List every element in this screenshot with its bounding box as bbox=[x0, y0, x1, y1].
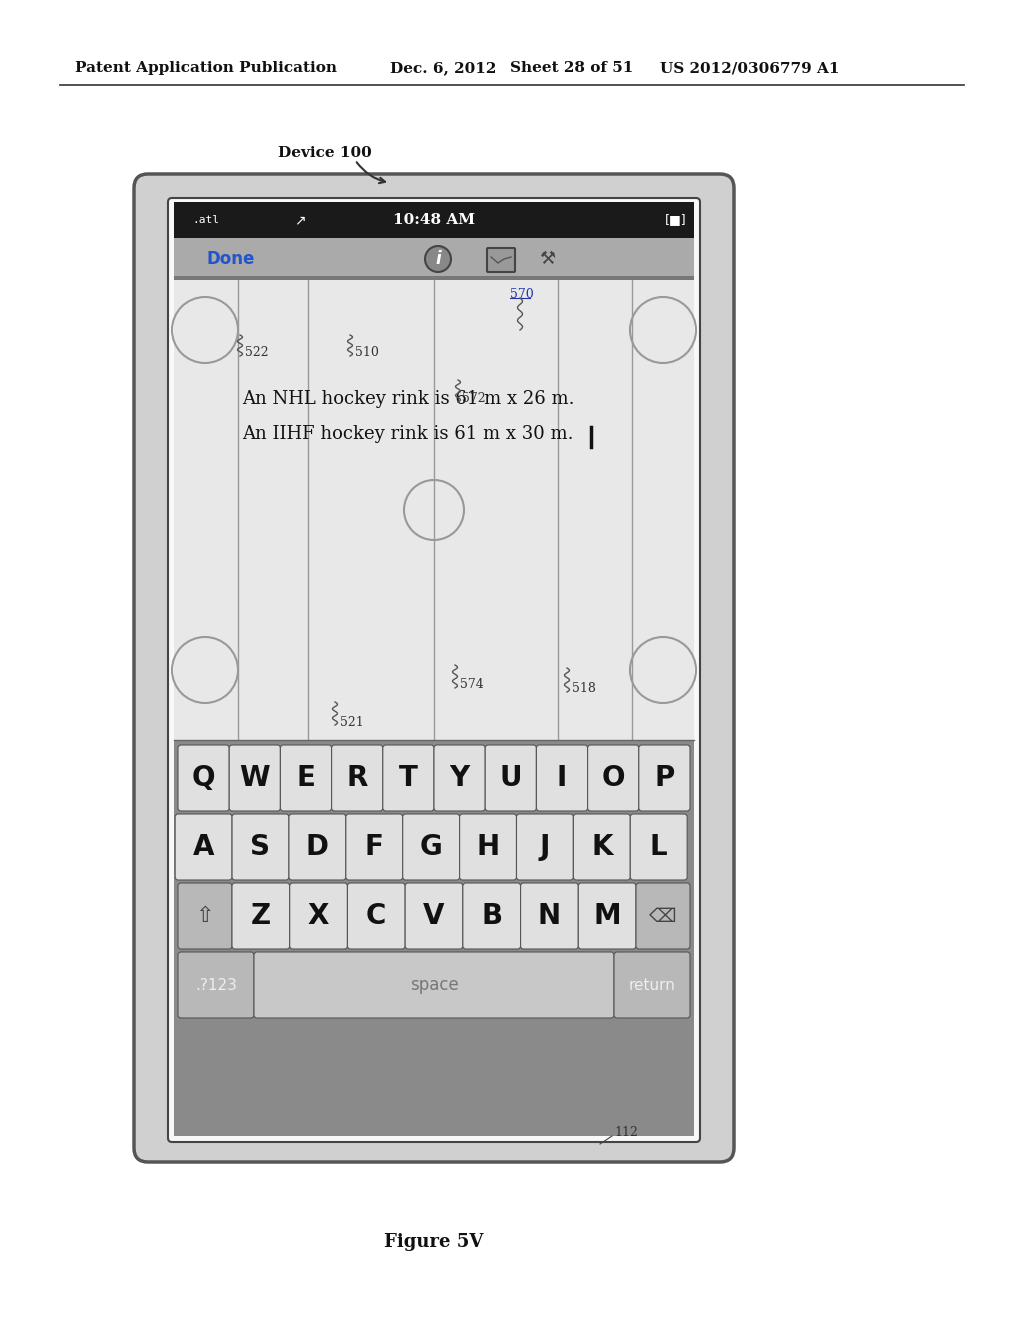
Circle shape bbox=[425, 246, 451, 272]
Text: O: O bbox=[601, 764, 625, 792]
Text: Z: Z bbox=[251, 902, 271, 931]
Text: V: V bbox=[423, 902, 444, 931]
Text: 570: 570 bbox=[510, 288, 534, 301]
FancyBboxPatch shape bbox=[639, 744, 690, 810]
Text: W: W bbox=[240, 764, 270, 792]
Text: N: N bbox=[538, 902, 561, 931]
FancyBboxPatch shape bbox=[402, 814, 460, 880]
FancyBboxPatch shape bbox=[487, 248, 515, 272]
FancyBboxPatch shape bbox=[332, 744, 383, 810]
Text: 10:48 AM: 10:48 AM bbox=[393, 213, 475, 227]
FancyBboxPatch shape bbox=[434, 744, 485, 810]
Text: An IIHF hockey rink is 61 m x 30 m.: An IIHF hockey rink is 61 m x 30 m. bbox=[242, 425, 573, 444]
Text: P: P bbox=[654, 764, 675, 792]
FancyBboxPatch shape bbox=[281, 744, 332, 810]
Text: return: return bbox=[629, 978, 676, 993]
Text: ↗: ↗ bbox=[294, 213, 306, 227]
FancyBboxPatch shape bbox=[178, 883, 232, 949]
Text: R: R bbox=[346, 764, 368, 792]
FancyBboxPatch shape bbox=[579, 883, 636, 949]
FancyBboxPatch shape bbox=[460, 814, 516, 880]
Text: US 2012/0306779 A1: US 2012/0306779 A1 bbox=[660, 61, 840, 75]
Text: .?123: .?123 bbox=[195, 978, 237, 993]
Text: 112: 112 bbox=[614, 1126, 638, 1139]
Text: .atl: .atl bbox=[193, 215, 219, 224]
FancyBboxPatch shape bbox=[630, 814, 687, 880]
FancyBboxPatch shape bbox=[254, 952, 614, 1018]
FancyBboxPatch shape bbox=[383, 744, 434, 810]
Bar bbox=[174, 276, 694, 280]
Text: Sheet 28 of 51: Sheet 28 of 51 bbox=[510, 61, 634, 75]
FancyBboxPatch shape bbox=[537, 744, 588, 810]
Text: J: J bbox=[540, 833, 550, 861]
Text: 518: 518 bbox=[572, 681, 596, 694]
FancyBboxPatch shape bbox=[289, 814, 346, 880]
FancyBboxPatch shape bbox=[232, 814, 289, 880]
FancyBboxPatch shape bbox=[520, 883, 579, 949]
Text: K: K bbox=[591, 833, 612, 861]
FancyBboxPatch shape bbox=[232, 883, 290, 949]
Text: T: T bbox=[399, 764, 418, 792]
Text: space: space bbox=[410, 975, 459, 994]
Text: Patent Application Publication: Patent Application Publication bbox=[75, 61, 337, 75]
Text: An NHL hockey rink is 61 m x 26 m.: An NHL hockey rink is 61 m x 26 m. bbox=[242, 389, 574, 408]
Bar bbox=[174, 741, 694, 1137]
Text: Device 100: Device 100 bbox=[278, 147, 372, 160]
Text: 522: 522 bbox=[245, 346, 268, 359]
Text: A: A bbox=[193, 833, 214, 861]
Text: Y: Y bbox=[450, 764, 470, 792]
Text: ⚒: ⚒ bbox=[539, 249, 555, 268]
FancyBboxPatch shape bbox=[614, 952, 690, 1018]
Text: D: D bbox=[306, 833, 329, 861]
Text: Figure 5V: Figure 5V bbox=[384, 1233, 483, 1251]
FancyBboxPatch shape bbox=[516, 814, 573, 880]
Text: Q: Q bbox=[191, 764, 215, 792]
FancyBboxPatch shape bbox=[168, 198, 700, 1142]
FancyBboxPatch shape bbox=[175, 814, 232, 880]
Text: G: G bbox=[420, 833, 442, 861]
Text: 510: 510 bbox=[355, 346, 379, 359]
Bar bbox=[174, 280, 694, 741]
Text: 574: 574 bbox=[460, 678, 483, 692]
Text: H: H bbox=[476, 833, 500, 861]
FancyBboxPatch shape bbox=[178, 952, 254, 1018]
Text: 521: 521 bbox=[340, 715, 364, 729]
Text: C: C bbox=[367, 902, 386, 931]
Text: I: I bbox=[557, 764, 567, 792]
FancyBboxPatch shape bbox=[229, 744, 281, 810]
Text: U: U bbox=[500, 764, 522, 792]
Text: X: X bbox=[308, 902, 330, 931]
Text: F: F bbox=[365, 833, 384, 861]
FancyBboxPatch shape bbox=[290, 883, 347, 949]
FancyBboxPatch shape bbox=[485, 744, 537, 810]
FancyBboxPatch shape bbox=[134, 174, 734, 1162]
Text: S: S bbox=[251, 833, 270, 861]
FancyBboxPatch shape bbox=[346, 814, 402, 880]
FancyBboxPatch shape bbox=[463, 883, 520, 949]
FancyBboxPatch shape bbox=[178, 744, 229, 810]
FancyBboxPatch shape bbox=[573, 814, 630, 880]
FancyBboxPatch shape bbox=[347, 883, 406, 949]
Text: M: M bbox=[593, 902, 621, 931]
Text: E: E bbox=[297, 764, 315, 792]
FancyBboxPatch shape bbox=[588, 744, 639, 810]
Text: ⌫: ⌫ bbox=[649, 907, 677, 925]
Text: i: i bbox=[435, 249, 441, 268]
Text: [■]: [■] bbox=[666, 214, 687, 227]
Bar bbox=[174, 202, 694, 238]
Text: ⇧: ⇧ bbox=[196, 906, 214, 927]
Text: 572: 572 bbox=[462, 392, 485, 404]
Text: Done: Done bbox=[207, 249, 255, 268]
Text: B: B bbox=[481, 902, 503, 931]
Text: L: L bbox=[650, 833, 668, 861]
Bar bbox=[174, 238, 694, 280]
Text: Dec. 6, 2012: Dec. 6, 2012 bbox=[390, 61, 497, 75]
FancyBboxPatch shape bbox=[406, 883, 463, 949]
FancyBboxPatch shape bbox=[636, 883, 690, 949]
